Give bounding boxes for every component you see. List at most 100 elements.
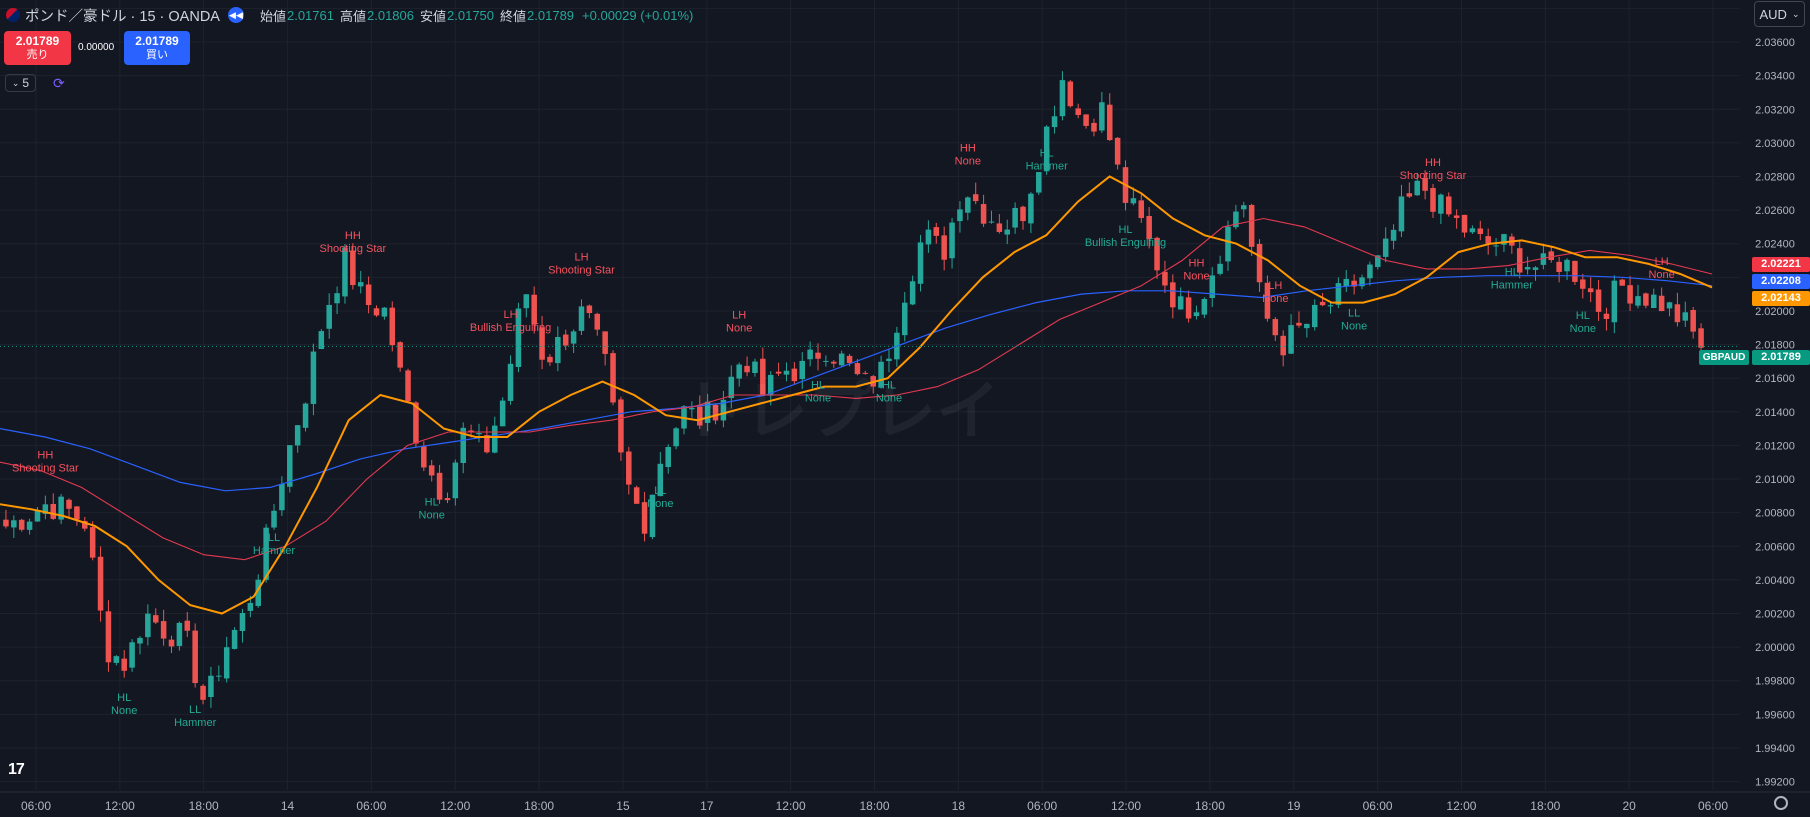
candle-body: [499, 400, 506, 427]
candle-body: [97, 556, 104, 611]
candle-body: [389, 307, 396, 346]
time-tick-label: 12:00: [440, 799, 470, 813]
pivot-label-type: HL: [117, 692, 131, 704]
candle-body: [1595, 289, 1602, 312]
candle-body: [263, 527, 269, 580]
candle-body: [1114, 137, 1121, 165]
candle-body: [26, 521, 33, 530]
candle-body: [176, 622, 183, 647]
candle-body: [823, 360, 829, 362]
candle-body: [247, 602, 254, 611]
candle-body: [1288, 325, 1294, 354]
candle-body: [949, 222, 955, 259]
pivot-label-type: LH: [504, 309, 518, 321]
candle-body: [1304, 323, 1310, 329]
candle-body: [1146, 215, 1152, 240]
symbol-tag: GBPAUD: [1699, 350, 1749, 365]
candle-body: [397, 342, 403, 368]
candle-body: [484, 435, 490, 453]
candle-body: [1028, 193, 1034, 224]
candle-body: [421, 446, 427, 468]
fast-forward-icon[interactable]: ◀◀: [227, 7, 244, 23]
price-tick-label: 2.00000: [1755, 642, 1795, 654]
price-tick-label: 2.03400: [1755, 71, 1795, 83]
sell-label: 売り: [26, 49, 49, 61]
refresh-icon[interactable]: ⟳: [53, 75, 65, 91]
candle-body: [381, 307, 388, 317]
candle-body: [436, 472, 443, 500]
candle-body: [838, 353, 845, 366]
candle-body: [74, 506, 80, 520]
candle-body: [854, 363, 861, 375]
symbol-title[interactable]: ポンド／豪ドル · 15 · OANDA: [25, 8, 220, 25]
price-tick-label: 2.02600: [1755, 205, 1795, 217]
candle-body: [121, 658, 127, 671]
low-value: 2.01750: [447, 7, 495, 23]
price-tick-label: 2.03200: [1755, 104, 1795, 116]
candle-body: [1193, 312, 1200, 317]
candle-body: [917, 242, 924, 284]
time-tick-label: 12:00: [1111, 799, 1141, 813]
candle-body: [1359, 277, 1365, 287]
candle-body: [1059, 80, 1066, 117]
red-ma-price: 2.02221: [1752, 257, 1810, 272]
candle-body: [925, 229, 932, 245]
candle-body: [704, 401, 711, 423]
candle-body: [1138, 200, 1145, 219]
pivot-label-type: HL: [1505, 267, 1519, 279]
time-tick-label: 06:00: [21, 799, 51, 813]
candle-body: [460, 427, 466, 464]
candle-body: [310, 351, 317, 404]
spread-value: 0.00000: [78, 42, 115, 53]
candle-body: [1501, 234, 1507, 245]
price-tick-label: 2.01000: [1755, 474, 1795, 486]
candle-body: [846, 355, 853, 364]
candle-body: [791, 368, 798, 382]
pivot-label-pattern: Hammer: [174, 717, 217, 729]
candle-body: [1020, 206, 1026, 222]
candle-body: [1516, 248, 1523, 273]
buy-button[interactable]: 2.01789 買い: [124, 31, 190, 65]
price-tick-label: 2.02000: [1755, 306, 1795, 318]
time-tick-label: 18:00: [1195, 799, 1225, 813]
candle-body: [145, 613, 151, 638]
pivot-label-pattern: Bullish Engulfing: [470, 322, 551, 334]
candle-body: [1461, 214, 1468, 233]
candle-body: [1083, 114, 1089, 126]
time-tick-label: 18: [952, 799, 966, 813]
pivot-label-pattern: None: [111, 705, 137, 717]
candle-body: [610, 353, 616, 403]
candle-body: [184, 620, 191, 631]
candle-body: [1430, 188, 1436, 212]
candle-body: [1674, 304, 1681, 323]
watermark: トレプレイ: [680, 375, 1000, 447]
sell-button[interactable]: 2.01789 売り: [4, 31, 71, 65]
candle-body: [626, 451, 632, 485]
ma-orange-line: [0, 175, 1713, 615]
candle-body: [696, 406, 703, 426]
pivot-label-type: LL: [654, 485, 666, 497]
candle-body: [373, 308, 380, 316]
candle-body: [279, 484, 285, 511]
candle-body: [160, 621, 167, 639]
candle-body: [476, 433, 482, 435]
time-tick-label: 14: [281, 799, 295, 813]
candle-body: [665, 447, 671, 468]
candle-body: [1170, 282, 1176, 308]
tradingview-logo-icon[interactable]: 17: [8, 761, 25, 778]
candle-body: [736, 364, 742, 379]
candle-body: [342, 247, 348, 297]
candle-body: [3, 519, 9, 527]
pivot-label-type: HL: [811, 380, 825, 392]
high-label: 高値: [339, 8, 366, 24]
candle-body: [1067, 81, 1074, 107]
currency-select[interactable]: AUD ⌄: [1754, 1, 1805, 27]
candle-body: [1540, 253, 1547, 265]
gear-icon[interactable]: [1774, 796, 1788, 810]
candle-body: [350, 250, 356, 286]
candle-body: [602, 331, 608, 354]
candle-body: [216, 675, 222, 677]
indicators-toggle[interactable]: ⌄ 5: [5, 74, 36, 92]
buy-price: 2.01789: [135, 34, 179, 48]
